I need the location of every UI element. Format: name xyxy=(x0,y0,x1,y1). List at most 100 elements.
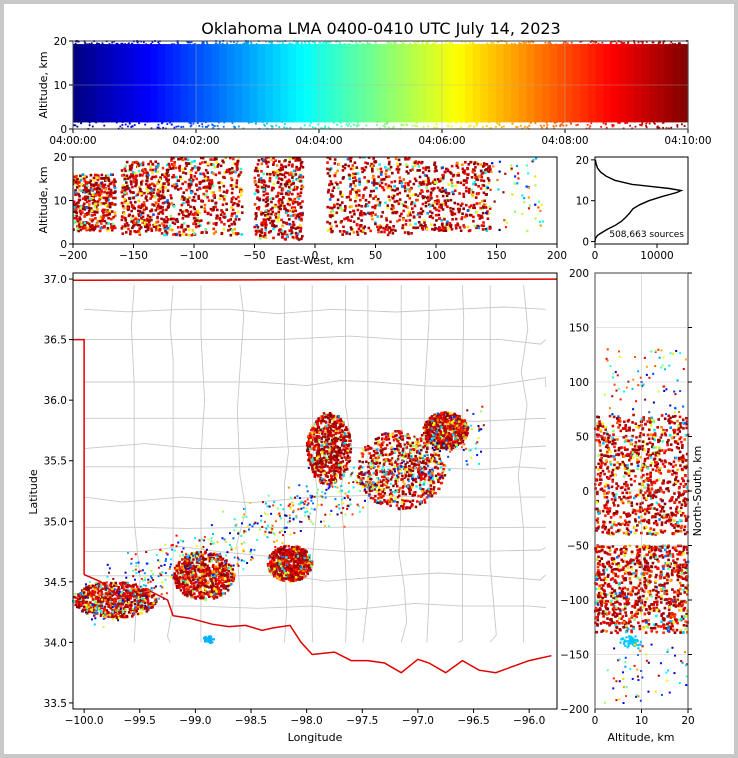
map-point xyxy=(182,570,186,573)
map-point xyxy=(184,569,188,572)
plan-view-points xyxy=(72,405,485,645)
ew-point xyxy=(184,228,187,231)
ew-point xyxy=(401,224,405,227)
ew-point xyxy=(479,206,483,210)
map-point xyxy=(386,499,390,502)
ew-point xyxy=(351,164,355,167)
ew-point xyxy=(334,220,337,224)
time-height-band xyxy=(480,44,489,123)
ew-point xyxy=(521,212,524,215)
ew-point xyxy=(431,216,435,220)
county-line xyxy=(236,285,247,643)
ew-point xyxy=(288,203,291,207)
time-height-band xyxy=(272,44,282,123)
ew-point xyxy=(375,186,378,190)
map-point xyxy=(222,572,226,576)
ew-point xyxy=(390,207,393,211)
time-height-point xyxy=(128,122,131,124)
time-height-point xyxy=(569,121,572,124)
ew-point xyxy=(160,232,164,235)
ew-point xyxy=(485,163,489,166)
ew-point xyxy=(378,224,382,227)
map-point xyxy=(423,481,426,484)
ew-point xyxy=(197,197,201,200)
time-height-point xyxy=(74,120,76,123)
ew-point xyxy=(198,224,202,227)
ew-point xyxy=(445,194,449,198)
ew-point xyxy=(287,163,291,167)
ew-point xyxy=(230,171,234,175)
ew-point xyxy=(277,191,280,195)
map-point xyxy=(383,475,386,479)
ew-point xyxy=(337,186,340,190)
map-point xyxy=(408,485,411,488)
map-point xyxy=(377,443,380,446)
time-height-ytick-label: 0 xyxy=(60,124,67,136)
time-height-point xyxy=(180,126,183,128)
ew-point xyxy=(482,184,486,187)
time-height-band xyxy=(488,44,497,123)
map-point xyxy=(434,491,437,495)
time-height-point xyxy=(679,42,681,45)
ew-point xyxy=(212,205,215,209)
ew-point xyxy=(76,205,79,208)
ew-point xyxy=(212,172,215,175)
ew-point xyxy=(413,177,417,181)
map-point xyxy=(434,421,438,424)
time-height-point xyxy=(641,42,644,45)
ew-point xyxy=(199,157,203,160)
time-height-point xyxy=(447,125,450,128)
ew-point xyxy=(172,233,175,236)
time-height-point xyxy=(170,123,173,126)
ew-point xyxy=(422,182,426,186)
ew-point xyxy=(379,173,383,176)
time-height-band xyxy=(334,44,343,123)
ew-point xyxy=(350,227,353,231)
ew-point xyxy=(377,175,380,179)
ew-point xyxy=(224,157,228,160)
time-height-point xyxy=(95,121,98,124)
ew-point xyxy=(463,179,466,182)
map-point xyxy=(197,595,200,598)
ew-point xyxy=(454,224,458,227)
ew-point xyxy=(288,160,291,164)
map-point xyxy=(389,495,393,498)
map-point xyxy=(427,459,431,463)
ew-point xyxy=(537,206,540,209)
map-point xyxy=(434,427,438,431)
time-height-point xyxy=(162,126,165,129)
map-point xyxy=(227,568,230,572)
map-point xyxy=(398,432,402,436)
ew-point xyxy=(395,199,399,203)
ew-point xyxy=(427,203,431,207)
map-point xyxy=(369,486,372,490)
time-height-point xyxy=(609,42,612,45)
time-height-band xyxy=(203,44,212,123)
map-point xyxy=(360,473,364,476)
ew-point xyxy=(426,176,430,180)
ew-point xyxy=(380,178,383,181)
ew-point xyxy=(88,199,91,203)
ew-point xyxy=(123,193,126,196)
map-point xyxy=(431,490,435,493)
time-height-point xyxy=(366,44,369,47)
ew-point xyxy=(408,219,412,222)
map-point xyxy=(217,580,221,583)
ew-point xyxy=(169,167,173,170)
map-point xyxy=(206,568,210,571)
map-point xyxy=(435,415,439,418)
ew-point xyxy=(198,162,202,166)
ew-point xyxy=(146,224,150,228)
ew-point xyxy=(125,221,129,225)
ew-point xyxy=(113,214,117,218)
ew-point xyxy=(132,221,135,225)
ew-point xyxy=(108,202,112,205)
time-height-band xyxy=(664,44,674,123)
map-point xyxy=(377,492,381,496)
ew-point xyxy=(180,223,184,227)
ew-point xyxy=(439,228,443,232)
map-point xyxy=(451,441,455,445)
map-point xyxy=(441,417,444,421)
ew-point xyxy=(386,206,390,210)
ew-point xyxy=(144,182,148,186)
